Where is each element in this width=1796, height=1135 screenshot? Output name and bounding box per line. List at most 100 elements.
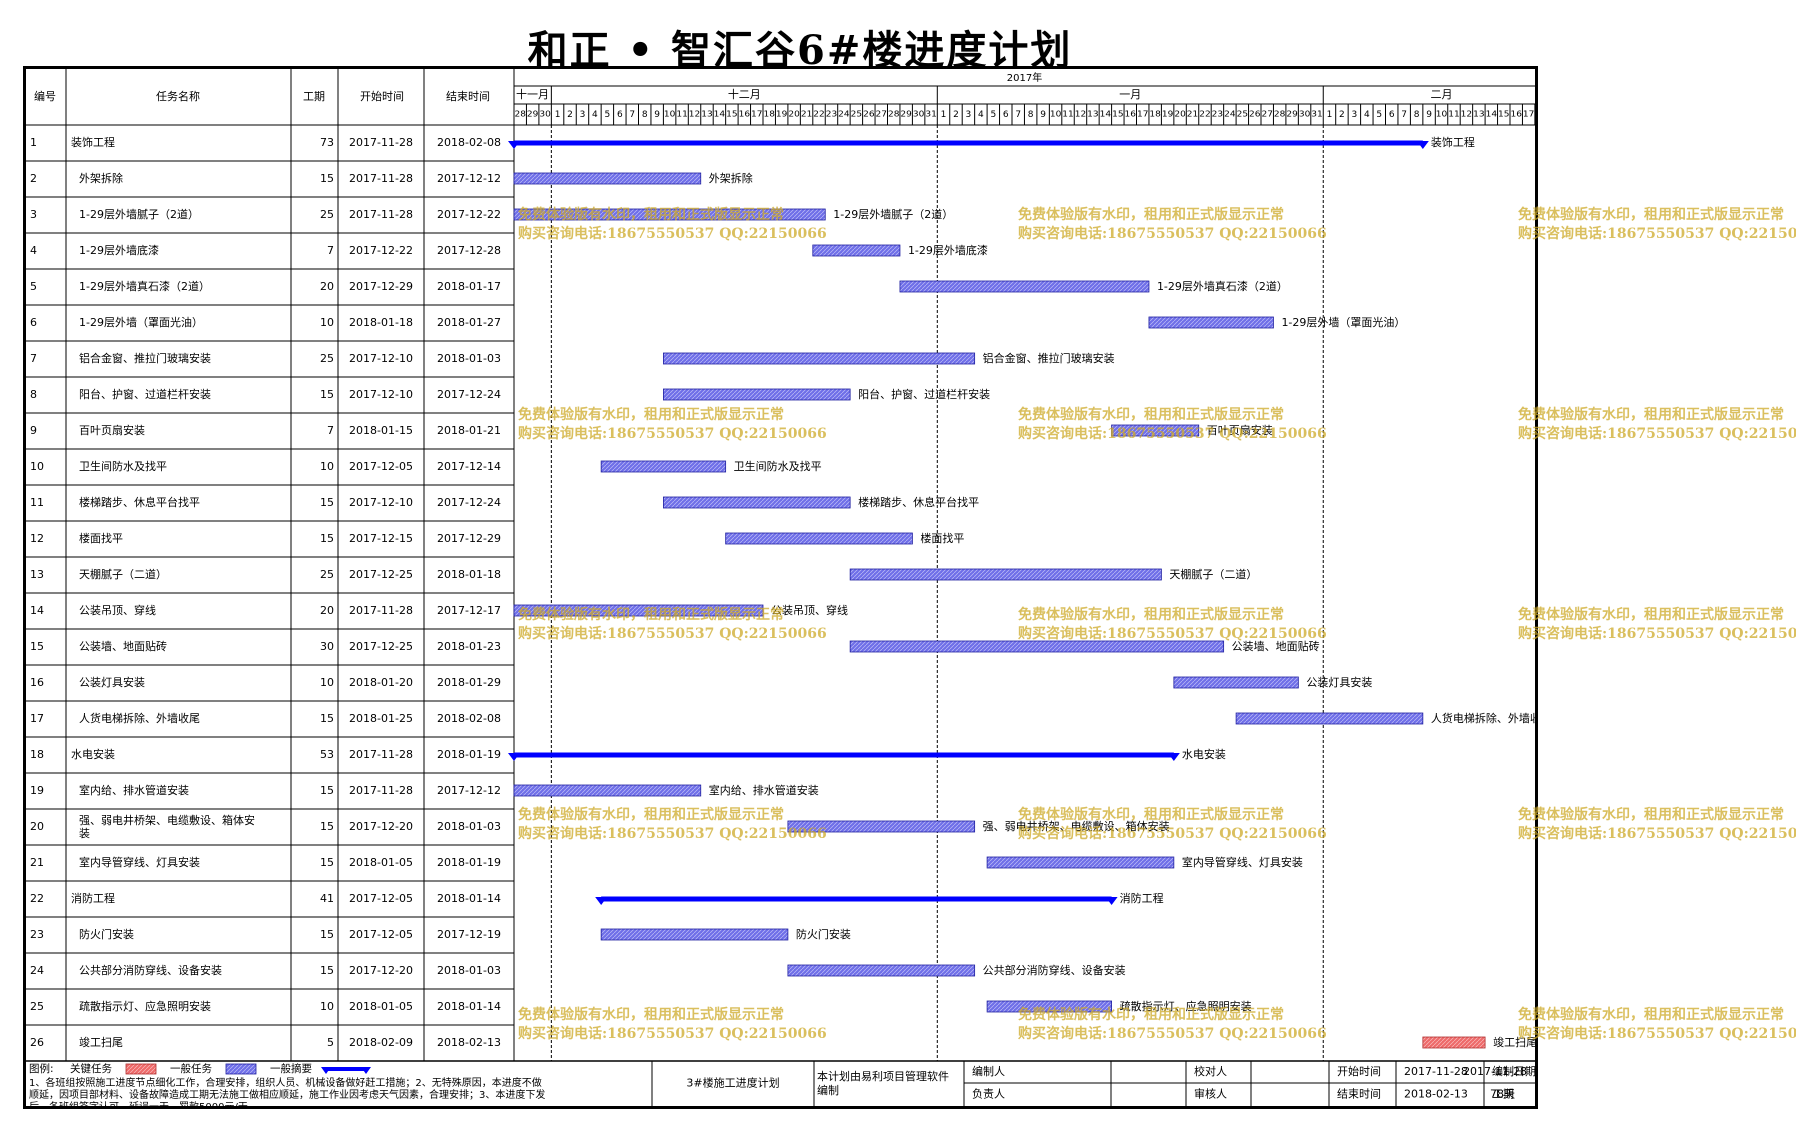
watermark-line-1: 免费体验版有水印，租用和正式版显示正常 [518,1007,784,1023]
task-end: 2017-12-28 [437,244,501,257]
task-end: 2018-01-14 [437,892,501,905]
day-label: 23 [1212,110,1224,119]
bar-label: 疏散指示灯、应急照明安装 [1120,999,1252,1013]
task-id: 7 [30,352,37,365]
day-label: 13 [1087,110,1099,119]
summary-bar [601,896,1112,902]
task-bar [725,532,913,545]
day-label: 16 [1125,110,1137,119]
task-bar [986,1000,1112,1013]
watermark-line-1: 免费体验版有水印，租用和正式版显示正常 [1518,1007,1784,1023]
watermark-line-1: 免费体验版有水印，租用和正式版显示正常 [1018,807,1284,823]
day-label: 17 [1523,110,1535,119]
task-name: 百叶页扇安装 [79,423,145,437]
summary-end-marker [508,141,520,149]
task-end: 2018-01-27 [437,316,501,329]
day-label: 28 [1274,110,1286,119]
bar-label: 1-29层外墙腻子（2道） [833,207,953,221]
day-label: 20 [788,110,800,119]
column-header-3: 工期 [303,90,325,103]
watermark-line-2: 购买咨询电话:18675550537 QQ:22150066 [1518,1026,1796,1042]
task-id: 22 [30,892,44,905]
day-label: 6 [1389,110,1395,120]
task-start: 2018-01-05 [349,856,413,869]
task-end: 2018-01-21 [437,424,501,437]
task-bar [849,568,1162,581]
watermark-text: 免费体验版有水印，租用和正式版显示正常 购买咨询电话:18675550537 QQ… [518,606,827,644]
bar-label: 公装吊顶、穿线 [771,603,848,617]
task-name: 1-29层外墙（罩面光油） [79,315,203,329]
task-end: 2018-01-19 [437,856,501,869]
task-name: 1-29层外墙真石漆（2道） [79,279,210,293]
task-end: 2018-02-13 [437,1036,501,1049]
summary-bar [514,140,1423,146]
watermark-text: 免费体验版有水印，租用和正式版显示正常 购买咨询电话:18675550537 QQ… [518,1006,827,1044]
day-label: 5 [1376,110,1382,120]
bar-label: 公装灯具安装 [1306,675,1372,689]
watermark-line-2: 购买咨询电话:18675550537 QQ:22150066 [1518,626,1796,642]
task-duration: 41 [320,892,334,905]
watermark-text: 免费体验版有水印，租用和正式版显示正常购买咨询电话:18675550537 QQ… [1018,806,1327,844]
task-end: 2017-12-24 [437,496,501,509]
day-label: 19 [1162,110,1174,119]
task-id: 6 [30,316,37,329]
day-label: 4 [592,110,598,120]
bar-label: 外架拆除 [709,171,753,185]
task-id: 11 [30,496,44,509]
day-label: 11 [1062,110,1074,119]
task-start: 2017-12-25 [349,640,413,653]
task-id: 12 [30,532,44,545]
notes-block: 1、各班组按照施工进度节点细化工作，合理安排，组织人员、机械设备做好赶工措施；2… [29,1076,545,1106]
watermark-line-1: 免费体验版有水印，租用和正式版显示正常 [518,407,784,423]
task-id: 17 [30,712,44,725]
day-label: 24 [1224,110,1236,119]
column-header-2: 任务名称 [156,89,200,103]
task-start: 2017-12-10 [349,388,413,401]
task-id: 3 [30,208,37,221]
task-duration: 10 [320,1000,334,1013]
day-label: 3 [580,110,586,120]
watermark-text: 免费体验版有水印，租用和正式版显示正常 购买咨询电话:18675550537 QQ… [518,806,827,844]
task-start: 2017-12-15 [349,532,413,545]
task-start: 2017-11-28 [349,208,413,221]
day-label: 11 [676,110,688,119]
day-label: 2 [953,110,959,120]
day-label: 10 [1050,110,1062,119]
task-start: 2017-11-28 [349,172,413,185]
task-id: 26 [30,1036,44,1049]
bar-label: 阳台、护窗、过道栏杆安装 [858,387,990,401]
task-end: 2018-01-17 [437,280,501,293]
task-id: 14 [30,604,44,617]
task-name: 公装吊顶、穿线 [79,603,156,617]
task-end: 2018-02-08 [437,712,501,725]
notes-text: 顺延，因项目部材料、设备故障造成工期无法施工做相应顺延，施工作业因考虑天气因素，… [29,1088,545,1101]
task-name: 1-29层外墙底漆 [79,243,159,257]
task-start: 2017-12-29 [349,280,413,293]
day-label: 13 [1473,110,1485,119]
footer-value-end: 2018-02-13 [1404,1088,1468,1101]
watermark-text: 免费体验版有水印，租用和正式版显示正常 购买咨询电话:18675550537 QQ… [1018,1006,1327,1044]
task-bar [1422,1036,1486,1049]
day-label: 16 [1511,110,1523,119]
day-label: 30 [539,110,551,119]
day-label: 7 [629,110,635,120]
day-label: 9 [1040,110,1046,120]
watermark-text: 免费体验版有水印，租用和正式版显示正常 购买咨询电话:18675550537 QQ… [1518,806,1796,844]
footer-label-checker: 校对人 [1194,1064,1227,1078]
task-start: 2018-01-05 [349,1000,413,1013]
day-label: 1 [1327,110,1333,120]
footer-plan-name: 3#楼施工进度计划 [686,1076,779,1090]
watermark-line-2: 购买咨询电话:18675550537 QQ:22150066 [1018,826,1327,842]
task-bar [600,928,789,941]
day-label: 14 [714,110,726,119]
year-label: 2017年 [1007,71,1042,84]
day-label: 28 [515,110,527,119]
notes-text: 后，各班组签字认可，延误一天，罚款5000元/天。 [29,1100,258,1106]
task-bar [1173,676,1299,689]
task-id: 10 [30,460,44,473]
day-label: 17 [1137,110,1149,119]
task-end: 2018-01-19 [437,748,501,761]
task-duration: 15 [320,712,334,725]
task-id: 19 [30,784,44,797]
